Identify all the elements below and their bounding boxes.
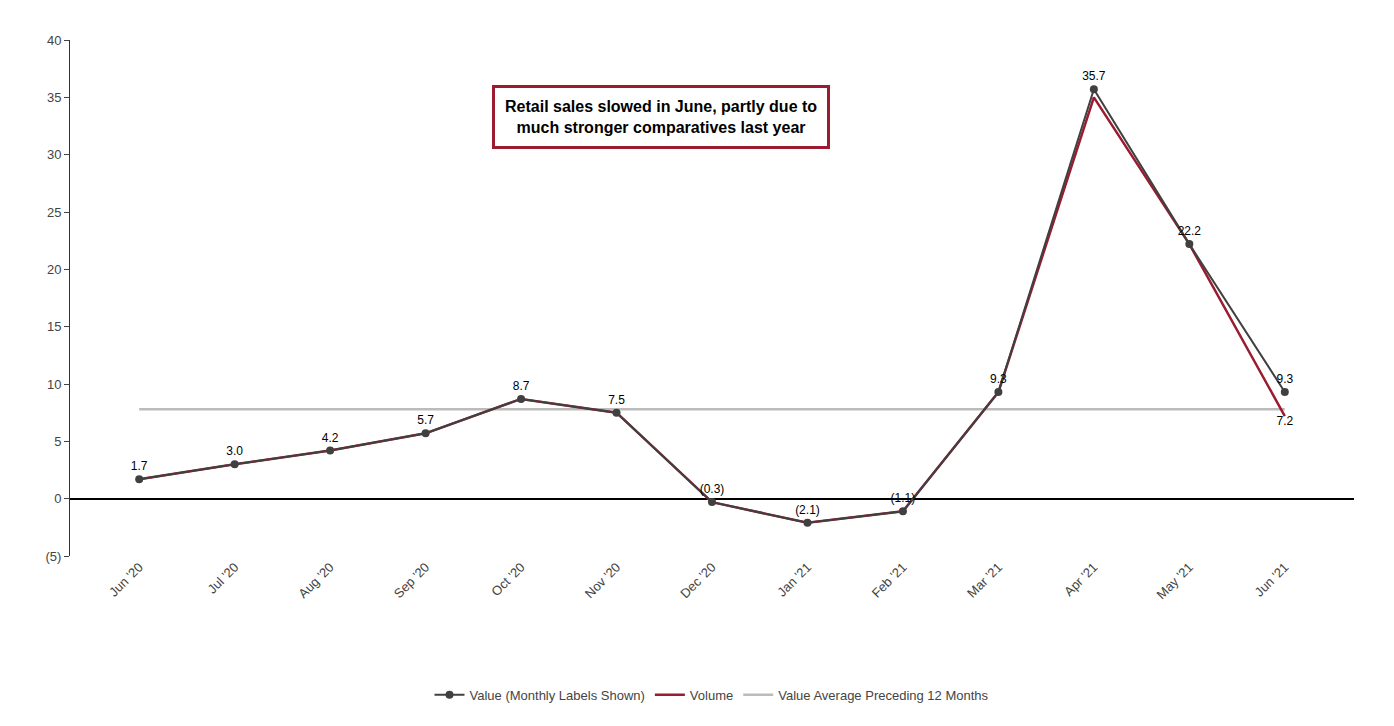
svg-text:Nov '20: Nov '20 (582, 560, 623, 601)
svg-text:35.7: 35.7 (1082, 69, 1106, 83)
svg-text:10: 10 (47, 377, 61, 392)
svg-text:(2.1): (2.1) (795, 503, 820, 517)
svg-text:0: 0 (54, 491, 61, 506)
svg-text:Apr '21: Apr '21 (1061, 560, 1100, 599)
svg-text:9.3: 9.3 (990, 372, 1007, 386)
svg-text:35: 35 (47, 90, 61, 105)
svg-text:3.0: 3.0 (226, 444, 243, 458)
svg-text:(0.3): (0.3) (700, 482, 725, 496)
svg-text:(1.1): (1.1) (891, 491, 916, 505)
svg-text:40: 40 (47, 33, 61, 48)
svg-text:20: 20 (47, 262, 61, 277)
svg-text:Value (Monthly Labels Shown): Value (Monthly Labels Shown) (470, 688, 645, 703)
svg-text:Dec '20: Dec '20 (677, 560, 718, 601)
svg-text:4.2: 4.2 (322, 431, 339, 445)
svg-text:Jan '21: Jan '21 (774, 560, 814, 600)
svg-text:Sep '20: Sep '20 (391, 560, 432, 601)
svg-text:5: 5 (54, 434, 61, 449)
svg-text:Retail sales slowed in June, p: Retail sales slowed in June, partly due … (505, 98, 817, 136)
svg-text:(5): (5) (46, 549, 62, 564)
svg-text:Jun '20: Jun '20 (106, 560, 146, 600)
svg-text:Jul '20: Jul '20 (204, 560, 241, 597)
svg-text:9.3: 9.3 (1276, 372, 1293, 386)
svg-text:5.7: 5.7 (417, 413, 434, 427)
svg-text:Aug '20: Aug '20 (295, 560, 336, 601)
svg-text:Volume: Volume (690, 688, 733, 703)
svg-text:7.5: 7.5 (608, 393, 625, 407)
svg-text:Feb '21: Feb '21 (869, 560, 910, 601)
svg-text:30: 30 (47, 147, 61, 162)
svg-text:Value Average Preceding 12 Mon: Value Average Preceding 12 Months (778, 688, 988, 703)
svg-text:8.7: 8.7 (513, 379, 530, 393)
svg-text:22.2: 22.2 (1178, 224, 1202, 238)
svg-text:7.2: 7.2 (1276, 414, 1293, 428)
svg-text:1.7: 1.7 (131, 459, 148, 473)
svg-text:May '21: May '21 (1154, 560, 1197, 603)
svg-text:Oct '20: Oct '20 (488, 560, 527, 599)
svg-text:15: 15 (47, 319, 61, 334)
svg-text:Jun '21: Jun '21 (1252, 560, 1292, 600)
svg-text:Mar '21: Mar '21 (964, 560, 1005, 601)
svg-text:25: 25 (47, 205, 61, 220)
